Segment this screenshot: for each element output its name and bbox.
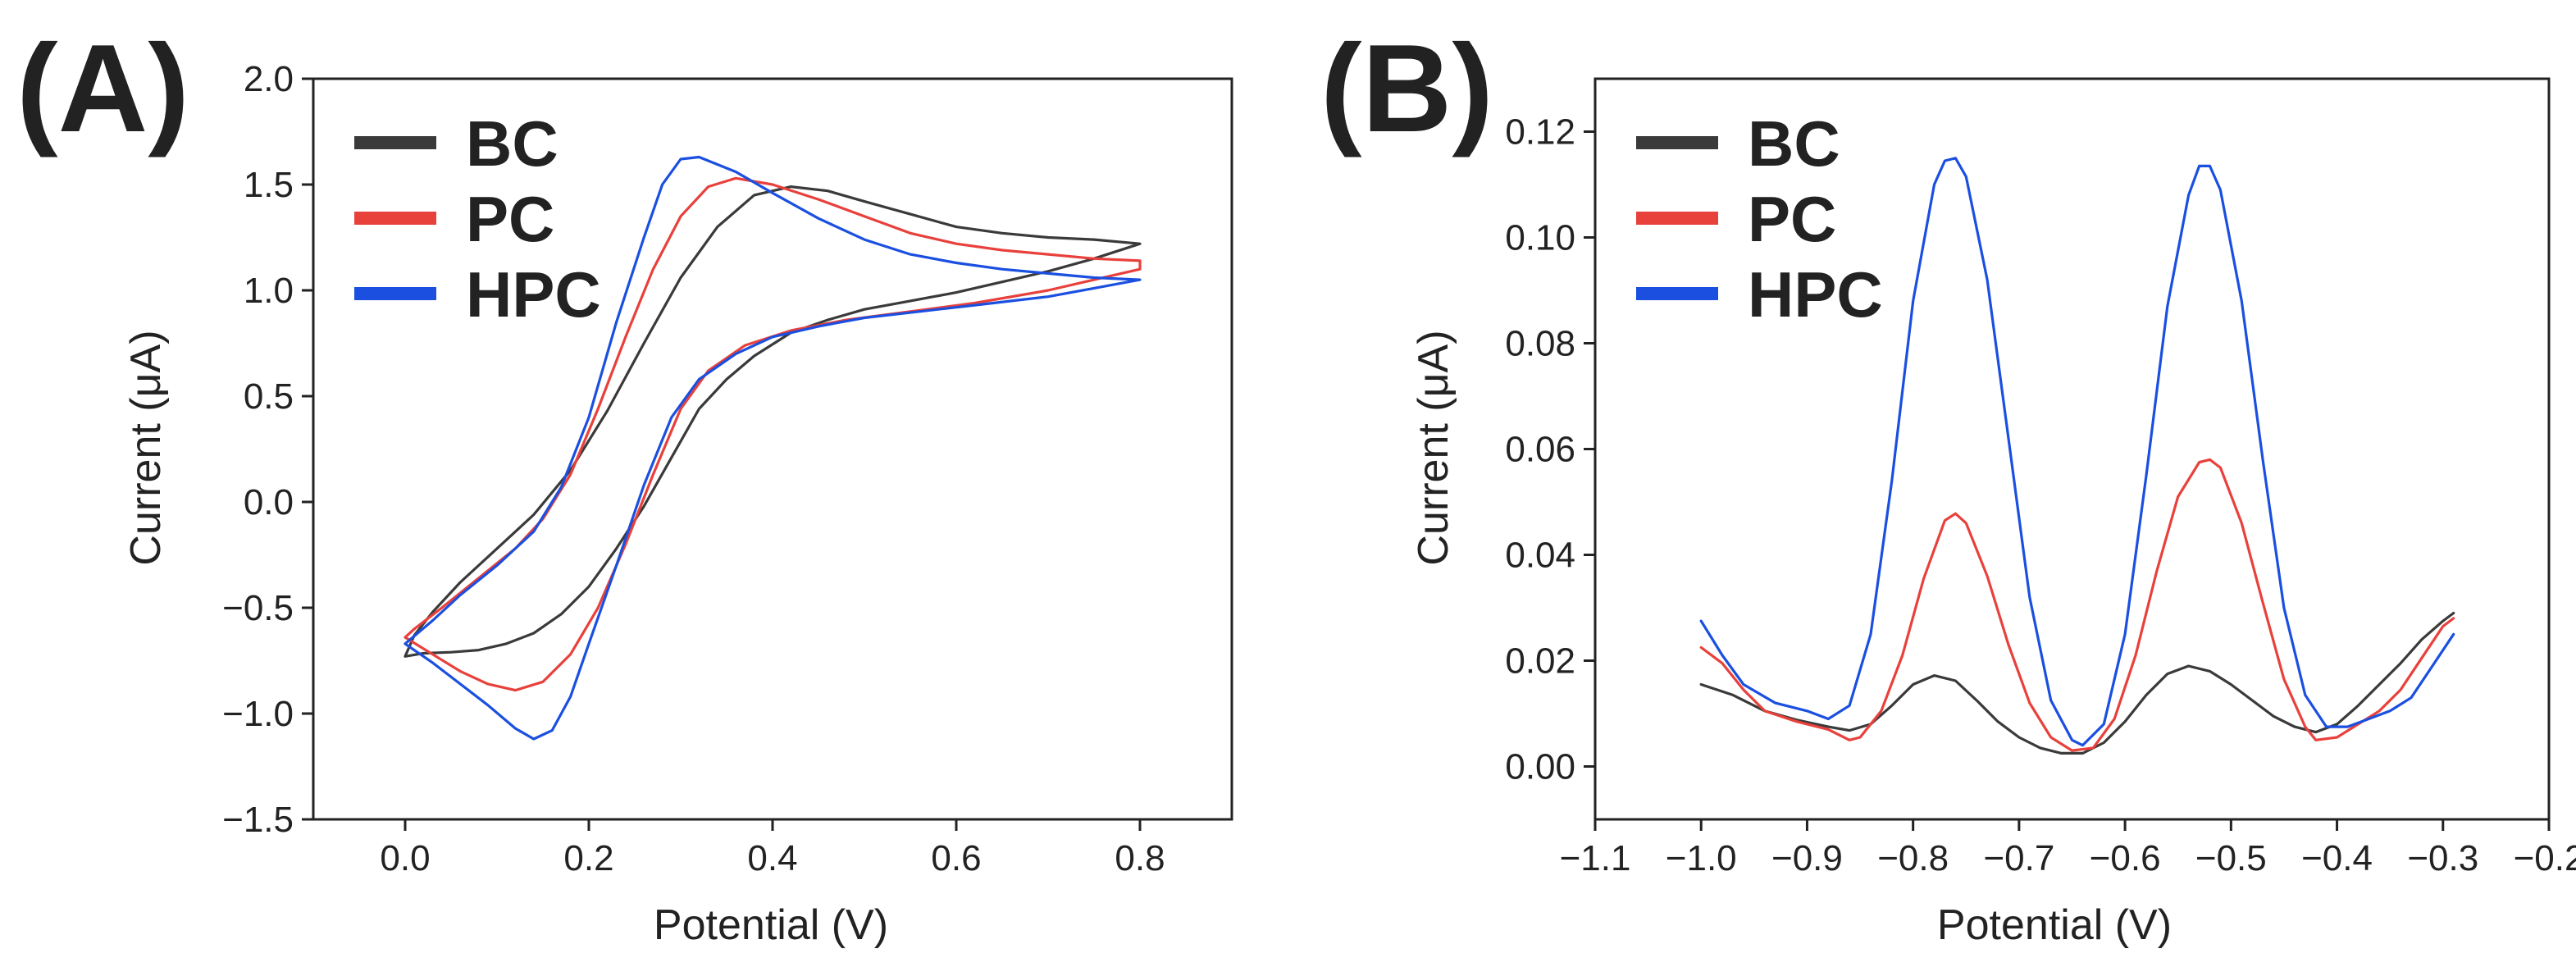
panel-b-y-tick-label: 0.08	[1505, 324, 1575, 364]
panel-a-series-pc-line	[403, 176, 1142, 692]
panel-b-x-tick-label: −1.1	[1560, 838, 1631, 878]
panel-a-series-bc-line	[403, 185, 1142, 658]
panel-b-x-tick-label: −0.3	[2407, 838, 2478, 878]
panel-b-x-tick-label: −0.7	[1983, 838, 2054, 878]
panel-b-x-axis-title: Potential (V)	[1937, 901, 2172, 949]
panel-b-y-tick-label: 0.02	[1505, 641, 1575, 682]
panel-b-series-pc-line	[1699, 458, 2455, 752]
panel-b-x-tick-label: −0.4	[2301, 838, 2373, 878]
panel-a-legend-label-bc: BC	[466, 107, 559, 180]
panel-b-x-tick-label: −0.8	[1877, 838, 1949, 878]
panel-b-series-hpc-line	[1699, 157, 2455, 747]
panel-b-x-tick-label: −0.6	[2090, 838, 2161, 878]
panel-a-plot-area: 0.0 0.2 0.4 0.6 0.8 −1.5 −1.0 −0.5 0.0 0.5 1.0 1.5 2…	[222, 59, 1233, 878]
panel-b-x-tick-label: −0.5	[2195, 838, 2267, 878]
panel-b-y-tick-label: 0.00	[1505, 747, 1575, 787]
panel-a-x-tick-label: 0.6	[931, 838, 981, 878]
panel-b-legend-label-pc: PC	[1748, 183, 1836, 255]
panel-a-legend-label-pc: PC	[466, 183, 554, 255]
panel-a-y-tick-label: −1.0	[222, 694, 294, 734]
panel-b-y-axis-title: Current (μA)	[1410, 330, 1457, 565]
panel-a-x-tick-label: 0.2	[563, 838, 613, 878]
panel-b-chart: (B) −1.1 −1.0 −0.9 −0.8 −0.7 −0.6 −0.5 −0.4 −0.3…	[1320, 19, 2576, 949]
panel-a-x-axis-title: Potential (V)	[654, 901, 888, 949]
panel-a-series-hpc-line	[403, 155, 1142, 741]
panel-b-series-bc-line	[1699, 611, 2455, 755]
panel-b-y-tick-label: 0.06	[1505, 430, 1575, 470]
panel-a-y-tick-label: 2.0	[244, 59, 294, 99]
panel-a-y-tick-label: 0.5	[244, 376, 294, 417]
panel-b-legend-label-bc: BC	[1748, 107, 1840, 180]
panel-b-y-tick-label: 0.04	[1505, 536, 1575, 576]
panel-a-y-tick-label: 0.0	[244, 482, 294, 522]
panel-b-x-tick-label: −1.0	[1666, 838, 1737, 878]
panel-a-x-tick-label: 0.0	[380, 838, 430, 878]
panel-a-y-tick-label: 1.5	[244, 165, 294, 205]
panel-a-x-tick-label: 0.8	[1115, 838, 1165, 878]
panel-a-x-tick-label: 0.4	[747, 838, 797, 878]
panel-b-x-tick-label: −0.2	[2514, 838, 2576, 878]
panel-b-x-tick-label: −0.9	[1771, 838, 1843, 878]
panel-b-y-tick-label: 0.12	[1505, 112, 1575, 153]
panel-b-label: (B)	[1320, 19, 1493, 158]
panel-a-y-tick-label: 1.0	[244, 271, 294, 311]
panel-a-y-tick-label: −1.5	[222, 800, 294, 840]
panel-a-label: (A)	[16, 19, 189, 158]
panel-b-legend-label-hpc: HPC	[1748, 258, 1883, 331]
panel-a-y-tick-label: −0.5	[222, 588, 294, 628]
panel-a-y-axis-title: Current (μA)	[122, 330, 170, 565]
panel-b-frame	[1593, 77, 2551, 821]
panel-b-y-tick-label: 0.10	[1505, 218, 1575, 258]
panel-a-legend-label-hpc: HPC	[466, 258, 601, 331]
panel-a-chart: (A) 0.0 0.2 0.4 0.6 0.8 −1.5 −1.0 −0.5 0.0 0.5 1.0…	[16, 19, 1233, 949]
panel-b-plot-area: −1.1 −1.0 −0.9 −0.8 −0.7 −0.6 −0.5 −0.4 −0.3 −0.2…	[1505, 77, 2576, 878]
